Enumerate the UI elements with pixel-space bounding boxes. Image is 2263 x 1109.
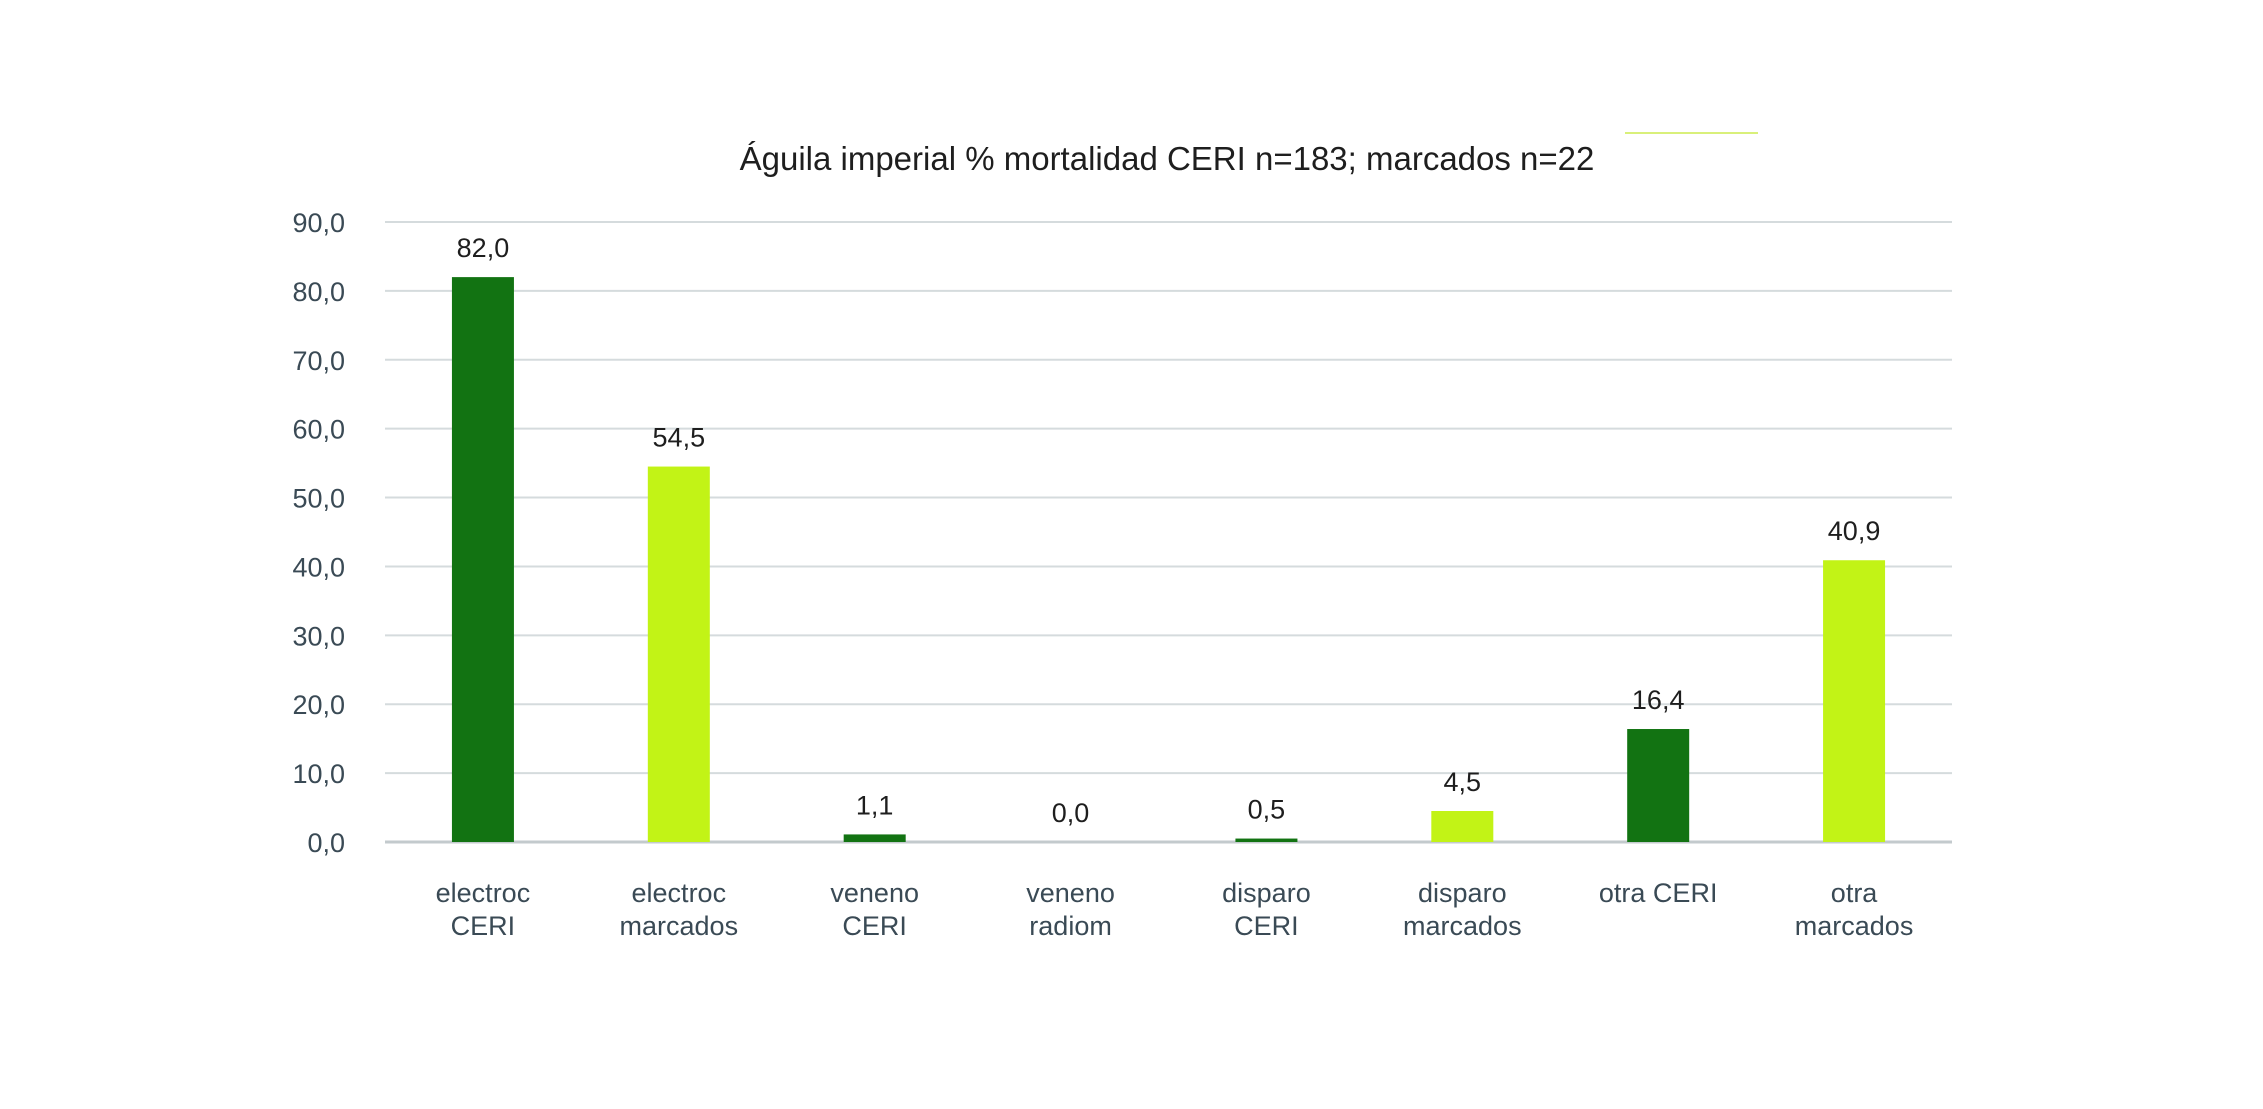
x-tick-label: CERI [842, 911, 907, 941]
data-label: 4,5 [1444, 767, 1482, 797]
data-label: 1,1 [856, 790, 894, 820]
bar [843, 834, 906, 842]
data-labels: 82,0 54,5 1,1 0,0 0,5 4,5 16,4 40,9 [457, 233, 1881, 828]
data-label: 16,4 [1632, 685, 1685, 715]
x-tick-label: radiom [1029, 911, 1112, 941]
x-tick-label: CERI [451, 911, 516, 941]
x-tick-label: electroc [436, 878, 531, 908]
data-label: 82,0 [457, 233, 510, 263]
x-tick-label: disparo [1418, 878, 1507, 908]
bar [451, 277, 514, 843]
bar [1627, 729, 1690, 842]
y-tick-label: 10,0 [292, 759, 345, 789]
bars [451, 277, 1886, 843]
bar [1823, 560, 1886, 842]
x-tick-label: marcados [620, 911, 739, 941]
y-tick-label: 70,0 [292, 346, 345, 376]
x-tick-label: disparo [1222, 878, 1311, 908]
y-tick-label: 80,0 [292, 277, 345, 307]
gridlines [385, 221, 1952, 844]
y-tick-label: 50,0 [292, 484, 345, 514]
data-label: 40,9 [1828, 516, 1881, 546]
bar [1431, 811, 1494, 842]
bar [647, 466, 710, 842]
x-tick-label: marcados [1403, 911, 1522, 941]
y-tick-label: 0,0 [307, 828, 345, 858]
y-tick-label: 40,0 [292, 552, 345, 582]
y-tick-label: 90,0 [292, 208, 345, 238]
y-tick-label: 30,0 [292, 621, 345, 651]
y-tick-label: 20,0 [292, 690, 345, 720]
data-label: 0,5 [1248, 795, 1286, 825]
x-axis-ticks: electrocCERIelectrocmarcadosvenenoCERIve… [436, 878, 1914, 941]
x-tick-label: otra CERI [1599, 878, 1718, 908]
x-tick-label: CERI [1234, 911, 1299, 941]
bar [1235, 838, 1298, 842]
x-tick-label: otra [1831, 878, 1879, 908]
y-tick-label: 60,0 [292, 415, 345, 445]
x-tick-label: electroc [632, 878, 727, 908]
data-label: 54,5 [653, 423, 706, 453]
chart-title: Águila imperial % mortalidad CERI n=183;… [740, 140, 1595, 177]
x-tick-label: marcados [1795, 911, 1914, 941]
x-tick-label: veneno [830, 878, 919, 908]
y-axis-ticks: 0,0 10,0 20,0 30,0 40,0 50,0 60,0 70,0 80,0 90,0 [292, 208, 345, 858]
data-label: 0,0 [1052, 798, 1090, 828]
x-tick-label: veneno [1026, 878, 1115, 908]
